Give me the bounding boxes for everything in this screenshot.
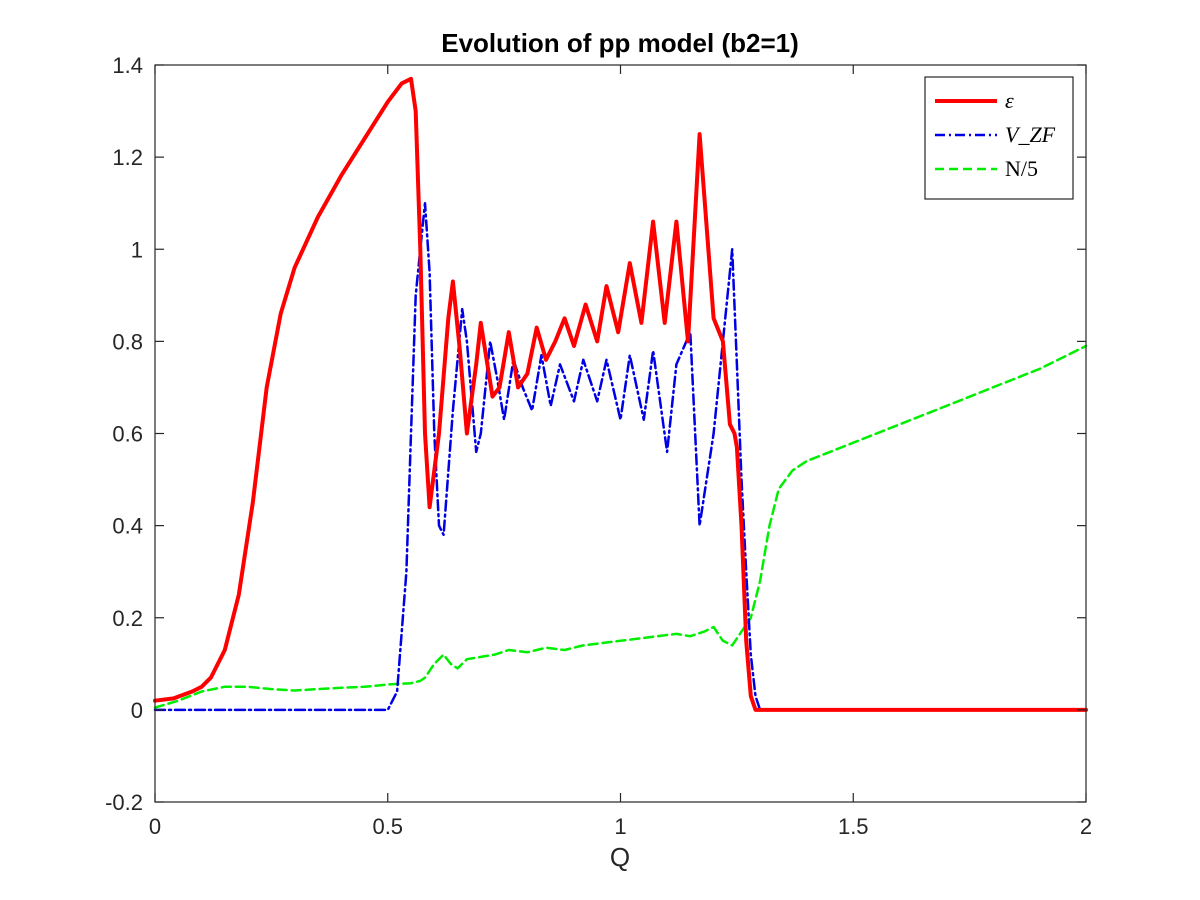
y-tick-label: -0.2	[105, 790, 143, 815]
series-line-1	[153, 201, 1088, 712]
y-tick-label: 1.4	[112, 53, 143, 78]
x-tick-label: 2	[1080, 814, 1092, 839]
y-tick-label: 0.6	[112, 422, 143, 447]
series-line-2	[153, 344, 1088, 709]
legend: ε V_ZF N/5	[924, 76, 1074, 200]
y-tick-label: 1.2	[112, 145, 143, 170]
y-tick-label: 0.4	[112, 514, 143, 539]
legend-box	[924, 76, 1074, 200]
y-tick-label: 1	[131, 237, 143, 262]
series-line-0	[153, 76, 1088, 712]
x-axis-label: Q	[610, 842, 630, 872]
y-tick-label: 0.8	[112, 329, 143, 354]
x-tick-label: 1	[614, 814, 626, 839]
series-layer	[153, 76, 1088, 712]
chart-title: Evolution of pp model (b2=1)	[441, 28, 799, 58]
x-tick-label: 1.5	[838, 814, 869, 839]
x-tick-label: 0	[149, 814, 161, 839]
legend-label-1: V_ZF	[1005, 122, 1056, 147]
y-tick-label: 0.2	[112, 606, 143, 631]
tick-layer: 0 0.5 1 1.5 2-0.200.20.40.60.811.21.4	[105, 53, 1092, 839]
legend-label-2: N/5	[1005, 156, 1038, 181]
y-tick-label: 0	[131, 698, 143, 723]
x-tick-label: 0.5	[372, 814, 403, 839]
legend-label-0: ε	[1005, 88, 1014, 113]
